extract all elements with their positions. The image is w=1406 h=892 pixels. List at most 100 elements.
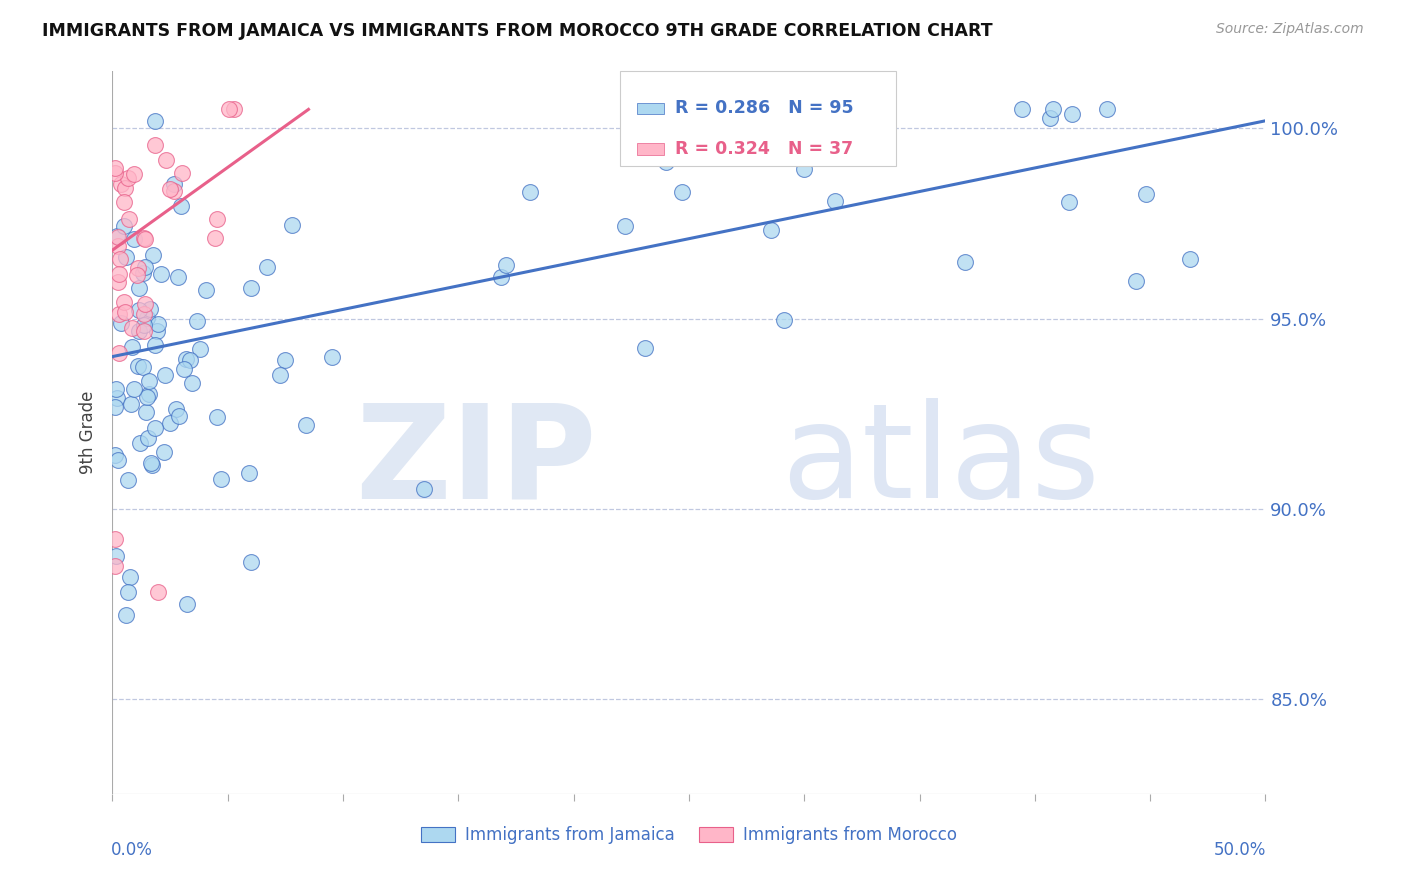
Point [143, 137, 166, 152]
Point [141, 458, 163, 472]
Point [138, 386, 160, 401]
Point [105, 228, 128, 243]
Bar [637, 103, 664, 114]
Point [167, 409, 190, 424]
Point [761, 222, 783, 236]
Point [134, 260, 156, 274]
Point [170, 167, 193, 181]
Point [953, 254, 976, 268]
Bar [637, 144, 664, 155]
Text: 50.0%: 50.0% [1215, 841, 1267, 859]
Point [118, 211, 141, 226]
Point [134, 307, 156, 321]
Point [107, 230, 129, 244]
Point [134, 232, 156, 246]
Point [117, 171, 139, 186]
Point [143, 113, 166, 128]
Point [793, 161, 815, 176]
Point [117, 585, 139, 599]
Point [155, 153, 177, 168]
Text: IMMIGRANTS FROM JAMAICA VS IMMIGRANTS FROM MOROCCO 9TH GRADE CORRELATION CHART: IMMIGRANTS FROM JAMAICA VS IMMIGRANTS FR… [42, 22, 993, 40]
Text: atlas: atlas [782, 398, 1099, 525]
Point [170, 199, 193, 213]
Point [112, 294, 135, 309]
Point [1057, 194, 1080, 209]
Point [269, 368, 291, 383]
Point [240, 555, 263, 569]
Point [122, 382, 145, 396]
Point [128, 303, 150, 318]
Point [136, 310, 159, 325]
Point [181, 376, 204, 391]
Point [132, 359, 155, 374]
Point [256, 260, 278, 274]
Text: Source: ZipAtlas.com: Source: ZipAtlas.com [1216, 22, 1364, 37]
Point [238, 466, 260, 480]
Point [107, 453, 129, 467]
Point [146, 324, 169, 338]
Point [132, 324, 155, 338]
Point [143, 421, 166, 435]
Point [132, 266, 155, 280]
Point [107, 239, 129, 253]
Point [195, 283, 218, 297]
Point [159, 416, 181, 430]
Point [167, 269, 190, 284]
Point [655, 154, 678, 169]
Point [135, 404, 157, 418]
Point [112, 194, 135, 209]
Point [155, 368, 177, 382]
Point [128, 324, 150, 338]
Point [159, 182, 181, 196]
Point [824, 194, 846, 208]
Point [121, 321, 143, 335]
Point [104, 161, 127, 175]
Point [174, 352, 197, 367]
Point [671, 185, 693, 199]
Point [1039, 111, 1062, 125]
Point [115, 250, 138, 264]
Point [127, 261, 149, 276]
Point [105, 391, 128, 405]
Point [114, 608, 136, 623]
Point [489, 269, 512, 284]
FancyBboxPatch shape [620, 71, 897, 167]
Point [141, 456, 163, 470]
Point [186, 314, 208, 328]
Point [614, 219, 637, 233]
Point [110, 316, 132, 330]
Point [1125, 274, 1147, 288]
Point [110, 177, 132, 191]
Point [773, 313, 796, 327]
Point [114, 181, 136, 195]
Point [134, 318, 156, 333]
Point [218, 103, 240, 117]
Point [204, 231, 226, 245]
Point [1042, 103, 1064, 117]
Point [281, 218, 304, 232]
Point [222, 103, 245, 117]
Text: R = 0.286   N = 95: R = 0.286 N = 95 [675, 99, 853, 118]
Point [239, 281, 262, 295]
Point [176, 597, 198, 611]
Point [770, 104, 793, 119]
Point [1135, 187, 1157, 202]
Point [104, 166, 127, 180]
Point [136, 390, 159, 404]
Point [122, 167, 145, 181]
Point [207, 410, 229, 425]
Point [108, 267, 131, 281]
Point [165, 401, 187, 416]
Point [179, 353, 201, 368]
Point [188, 342, 211, 356]
Point [104, 382, 127, 396]
Point [129, 436, 152, 450]
Point [136, 431, 159, 445]
Point [641, 110, 664, 124]
Point [143, 338, 166, 352]
Text: R = 0.324   N = 37: R = 0.324 N = 37 [675, 140, 853, 158]
Point [108, 307, 131, 321]
Point [132, 231, 155, 245]
Point [121, 340, 143, 354]
Point [294, 418, 316, 433]
